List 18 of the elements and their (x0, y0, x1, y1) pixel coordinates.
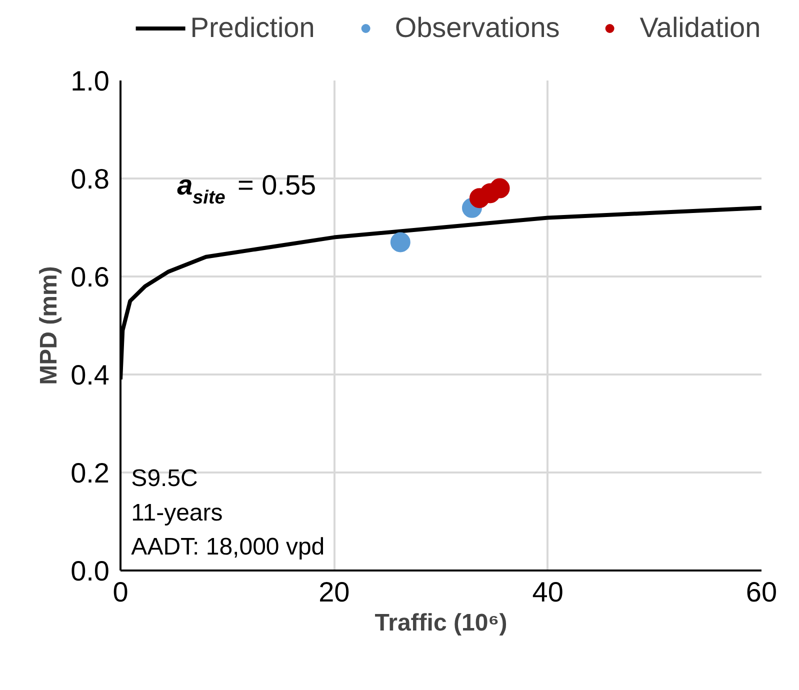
y-axis-title: MPD (mm) (36, 266, 63, 385)
y-tick-label: 0.8 (70, 164, 110, 194)
y-tick-label: 0.0 (70, 556, 110, 586)
annotation: AADT: 18,000 vpd (131, 534, 325, 561)
y-tick-label: 0.6 (70, 262, 110, 292)
annotation: S9.5C (131, 465, 198, 492)
x-axis-title: Traffic (10⁶) (374, 610, 508, 636)
x-tick-label: 20 (318, 576, 350, 608)
y-tick-label: 0.4 (70, 360, 110, 390)
legend-label: Observations (394, 12, 560, 44)
y-tick-label: 1.0 (70, 66, 110, 96)
legend-label: Prediction (190, 12, 315, 44)
x-tick-label: 0 (112, 576, 128, 608)
legend-label: Validation (640, 12, 761, 44)
x-tick-label: 60 (746, 576, 778, 608)
annotation: 11-years (131, 499, 223, 526)
x-tick-label: 40 (532, 576, 564, 608)
y-tick-label: 0.2 (70, 458, 110, 488)
